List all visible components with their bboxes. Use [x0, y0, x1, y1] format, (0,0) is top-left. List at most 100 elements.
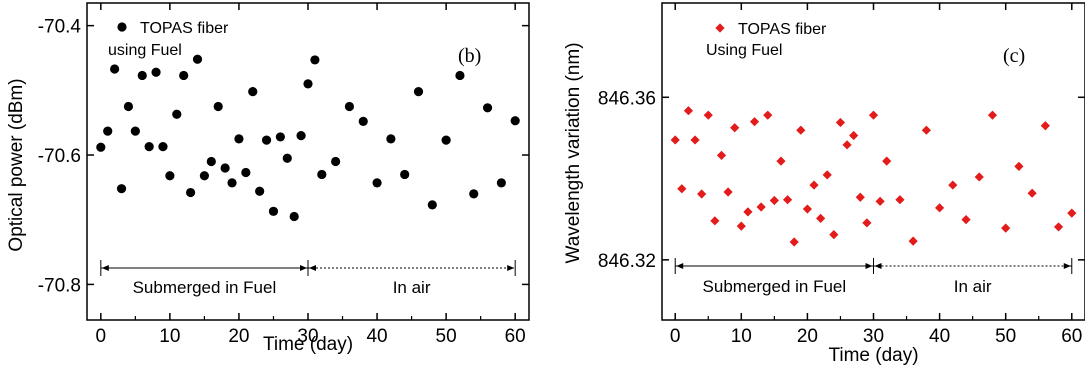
- data-point: [1053, 222, 1064, 232]
- legend-marker: [715, 23, 725, 33]
- data-point: [730, 123, 740, 133]
- data-point: [386, 134, 396, 144]
- y-tick-label: 846.36: [598, 88, 656, 109]
- data-point: [413, 87, 424, 97]
- data-point: [248, 87, 258, 97]
- data-point: [241, 167, 251, 178]
- period-label: Submerged in Fuel: [703, 277, 847, 296]
- period-arrowhead: [1063, 263, 1071, 269]
- data-point: [683, 106, 694, 116]
- x-tick-label: 40: [366, 326, 387, 347]
- data-point: [756, 202, 766, 212]
- data-point: [172, 109, 182, 119]
- data-point: [199, 171, 210, 181]
- data-point: [303, 79, 313, 89]
- period-arrowhead: [309, 265, 316, 271]
- data-point: [736, 221, 746, 231]
- data-point: [496, 178, 506, 188]
- data-point: [158, 142, 168, 152]
- period-arrowhead: [676, 263, 684, 269]
- data-point: [789, 237, 799, 247]
- data-point: [441, 135, 451, 145]
- period-arrowhead: [874, 263, 882, 269]
- data-point: [185, 187, 196, 198]
- legend-note: Using Fuel: [706, 42, 782, 59]
- period-arrowhead: [101, 265, 109, 271]
- data-point: [776, 156, 786, 166]
- legend-marker: [117, 22, 127, 32]
- data-point: [868, 110, 879, 120]
- data-point: [482, 103, 493, 113]
- data-point: [206, 156, 216, 167]
- y-axis-title: Wavelength variation (nm): [563, 42, 584, 263]
- data-point: [987, 110, 998, 120]
- x-tick-label: 10: [159, 326, 180, 347]
- data-point: [769, 195, 779, 206]
- data-point: [782, 195, 793, 205]
- data-point: [690, 135, 700, 145]
- data-point: [296, 131, 306, 141]
- x-tick-label: 60: [1061, 326, 1082, 347]
- data-point: [268, 206, 279, 216]
- data-point: [331, 156, 341, 167]
- data-point: [749, 117, 760, 127]
- data-point: [670, 135, 680, 145]
- data-point: [289, 211, 299, 222]
- data-point: [829, 230, 839, 240]
- data-point: [875, 196, 885, 206]
- period-arrowhead: [865, 263, 873, 269]
- data-point: [842, 140, 852, 150]
- period-arrowhead: [300, 265, 307, 271]
- data-point: [137, 70, 147, 81]
- panel-label: (c): [1003, 45, 1025, 67]
- x-axis-title: Time (day): [828, 345, 918, 366]
- legend-note: using Fuel: [108, 42, 182, 59]
- data-point: [344, 101, 355, 112]
- data-point: [1040, 121, 1050, 131]
- period-arrowhead: [507, 265, 515, 271]
- x-tick-label: 0: [96, 326, 107, 347]
- legend-label: TOPAS fiber: [738, 21, 827, 38]
- chart-panel-b: 0 10 20 30 40 50 60 -70.4 -70.6 -70.8 Time (day) Op…: [6, 2, 530, 355]
- data-point: [697, 189, 707, 199]
- data-point: [723, 187, 733, 197]
- data-point: [151, 67, 161, 77]
- data-point: [743, 207, 753, 217]
- x-axis-title: Time (day): [263, 334, 353, 355]
- data-point: [710, 216, 720, 226]
- data-point: [974, 172, 984, 182]
- data-point: [809, 180, 819, 190]
- data-point: [849, 130, 859, 141]
- data-point: [310, 55, 320, 65]
- x-tick-label: 0: [670, 326, 681, 347]
- data-point: [921, 125, 931, 135]
- data-point: [961, 215, 971, 225]
- data-point: [469, 189, 479, 199]
- x-tick-label: 40: [929, 326, 950, 347]
- data-point: [822, 170, 832, 180]
- x-tick-label: 50: [995, 326, 1016, 347]
- x-tick-label: 20: [797, 326, 818, 347]
- data-point: [855, 192, 865, 202]
- data-point: [213, 101, 223, 112]
- y-tick-label: -70.8: [38, 275, 81, 296]
- y-axis-title: Optical power (dBm): [6, 78, 27, 251]
- data-point: [275, 132, 285, 142]
- data-point: [703, 110, 713, 120]
- x-tick-label: 30: [863, 326, 884, 347]
- data-point: [796, 125, 806, 135]
- data-point: [1027, 188, 1037, 198]
- data-point: [192, 54, 203, 64]
- data-point: [948, 180, 958, 190]
- data-point: [862, 218, 872, 228]
- data-point: [427, 200, 437, 210]
- data-point: [816, 213, 826, 223]
- data-point: [123, 101, 134, 112]
- data-point: [220, 163, 230, 173]
- data-point: [255, 186, 265, 196]
- data-point: [110, 64, 120, 74]
- data-point: [716, 150, 727, 161]
- data-point: [179, 70, 189, 81]
- data-point: [908, 236, 918, 246]
- y-tick-label: -70.4: [38, 17, 82, 38]
